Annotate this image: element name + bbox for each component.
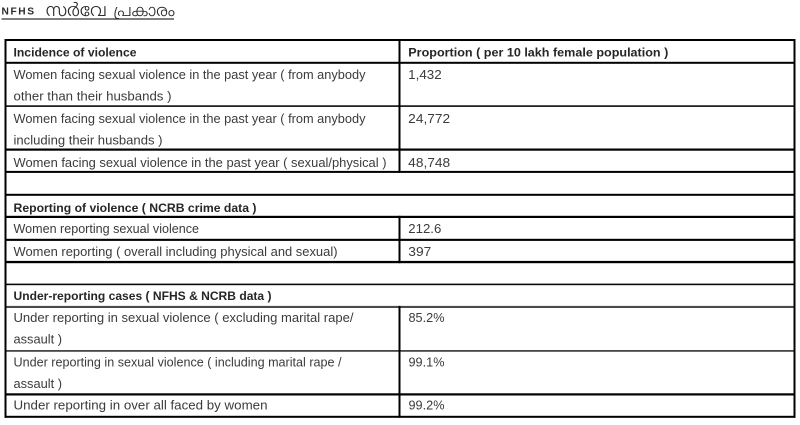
svg-text:Incidence of violence: Incidence of violence bbox=[14, 45, 137, 59]
svg-text:Under reporting in over all fa: Under reporting in over all faced by wom… bbox=[14, 399, 268, 413]
svg-text:Women reporting sexual violenc: Women reporting sexual violence bbox=[14, 222, 200, 236]
svg-text:Women facing sexual violence i: Women facing sexual violence in the past… bbox=[14, 156, 387, 170]
svg-text:99.1%: 99.1% bbox=[409, 356, 445, 370]
svg-text:Proportion ( per 10 lakh femal: Proportion ( per 10 lakh female populati… bbox=[408, 45, 668, 59]
svg-text:NFHS: NFHS bbox=[2, 6, 36, 17]
svg-text:Under reporting in sexual viol: Under reporting in sexual violence ( inc… bbox=[14, 356, 343, 370]
svg-text:85.2%: 85.2% bbox=[409, 311, 445, 325]
svg-text:Reporting of violence ( NCRB c: Reporting of violence ( NCRB crime data … bbox=[14, 201, 257, 215]
svg-text:assault ): assault ) bbox=[14, 333, 63, 347]
svg-text:Women reporting ( overall incl: Women reporting ( overall including phys… bbox=[14, 245, 338, 259]
svg-text:Women facing sexual violence i: Women facing sexual violence in the past… bbox=[14, 68, 367, 82]
svg-text:212.6: 212.6 bbox=[408, 222, 441, 236]
svg-text:Women facing sexual violence i: Women facing sexual violence in the past… bbox=[14, 112, 367, 126]
svg-text:99.2%: 99.2% bbox=[409, 399, 445, 413]
svg-text:Under reporting in sexual viol: Under reporting in sexual violence ( exc… bbox=[14, 311, 355, 325]
svg-text:1,432: 1,432 bbox=[408, 68, 442, 82]
svg-text:including their husbands ): including their husbands ) bbox=[14, 134, 163, 148]
svg-text:Under-reporting cases ( NFHS &: Under-reporting cases ( NFHS & NCRB data… bbox=[14, 289, 272, 303]
svg-text:397: 397 bbox=[408, 245, 431, 259]
svg-text:assault ): assault ) bbox=[14, 377, 63, 391]
svg-text:24,772: 24,772 bbox=[408, 112, 450, 126]
svg-text:48,748: 48,748 bbox=[408, 156, 450, 170]
svg-text:other than their husbands ): other than their husbands ) bbox=[14, 90, 172, 104]
